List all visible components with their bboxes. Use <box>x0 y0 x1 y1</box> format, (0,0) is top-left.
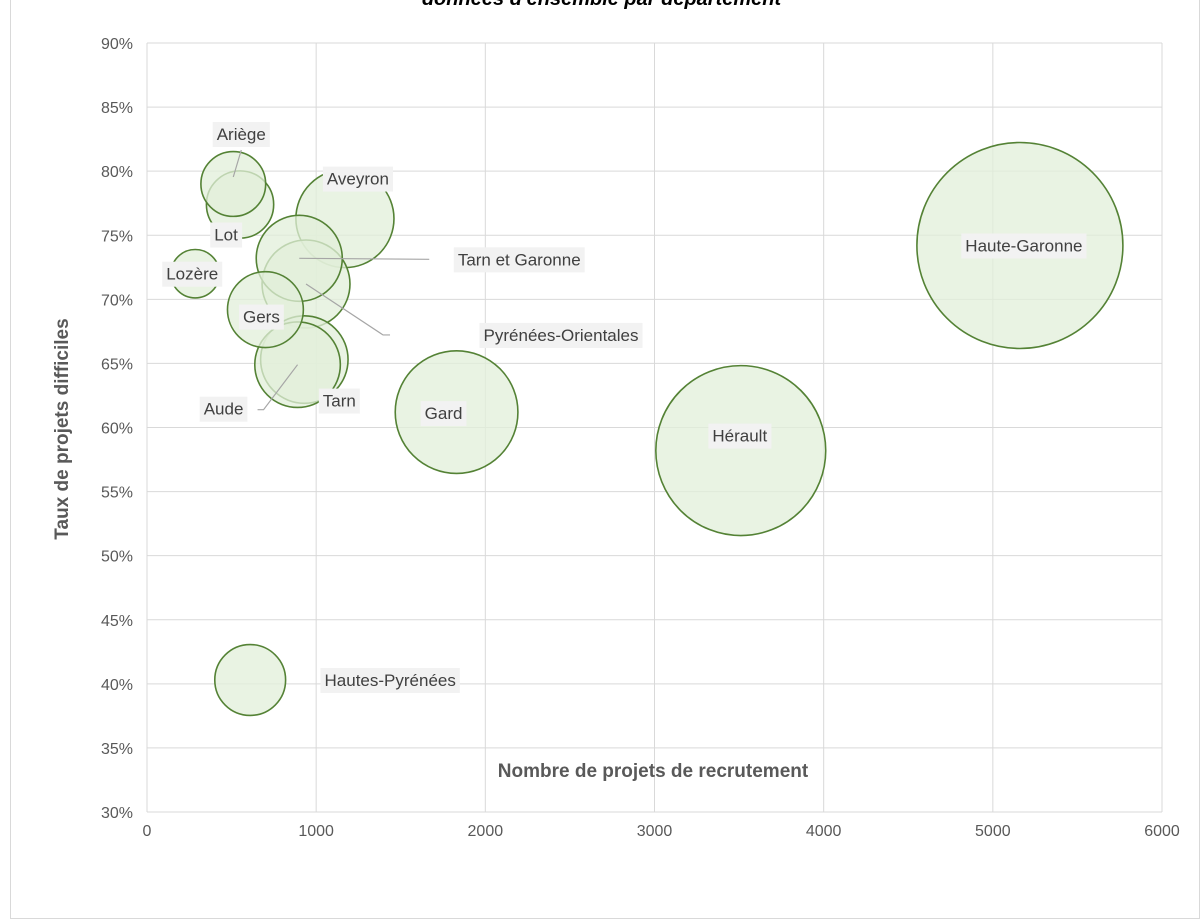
label-text: Pyrénées-Orientales <box>484 326 639 345</box>
bubble-labels: Ariège Lot Aveyron Lozère Tarn et Garonne Pyr… <box>162 121 1087 693</box>
bubble-label: Aveyron <box>322 166 393 192</box>
bubble-label: Aude <box>199 396 248 422</box>
label-text: Gers <box>243 308 280 327</box>
bubble-label: Gard <box>420 401 467 427</box>
x-tick-label: 0 <box>143 823 152 840</box>
x-tick-label: 2000 <box>468 823 504 840</box>
x-tick-label: 4000 <box>806 823 842 840</box>
x-tick-label: 1000 <box>298 823 334 840</box>
label-text: Gard <box>425 404 463 423</box>
x-tick-label: 3000 <box>637 823 673 840</box>
leader-line <box>299 257 430 260</box>
axes: 0 1000 2000 3000 4000 5000 6000 30% 35% 40% 45% 50%… <box>101 36 1180 840</box>
x-tick-label: 5000 <box>975 823 1011 840</box>
leader-line <box>257 364 299 411</box>
label-background <box>318 388 360 414</box>
bubble-label: Lot <box>210 222 243 248</box>
y-tick-label: 65% <box>101 356 133 373</box>
bubble-label: Ariège <box>212 121 270 147</box>
bubble-label: Pyrénées-Orientales <box>479 322 643 348</box>
label-background <box>322 166 393 192</box>
label-background <box>320 667 460 693</box>
label-text: Haute-Garonne <box>965 237 1082 256</box>
bubble-label: Haute-Garonne <box>961 233 1087 259</box>
leader-lines <box>232 149 430 411</box>
y-tick-label: 85% <box>101 100 133 117</box>
bubble-label: Hérault <box>708 423 772 449</box>
y-tick-label: 60% <box>101 421 133 438</box>
y-axis-title: Taux de projets difficiles <box>52 318 73 539</box>
label-text: Tarn et Garonne <box>458 250 581 269</box>
leader-line <box>305 283 391 336</box>
label-background <box>199 396 248 422</box>
y-tick-label: 55% <box>101 485 133 502</box>
y-tick-label: 50% <box>101 549 133 566</box>
y-tick-label: 75% <box>101 228 133 245</box>
bubble-label: Tarn et Garonne <box>453 247 585 273</box>
label-background <box>479 322 643 348</box>
bubble-0 <box>200 150 267 218</box>
label-background <box>238 304 284 330</box>
label-text: Aveyron <box>327 170 389 189</box>
x-axis-title: Nombre de projets de recrutement <box>498 761 809 782</box>
y-tick-label: 45% <box>101 613 133 630</box>
label-text: Hérault <box>712 427 767 446</box>
chart-title: données d'ensemble par département <box>0 0 1203 11</box>
leader-line <box>232 149 242 178</box>
label-background <box>453 247 585 273</box>
label-text: Hautes-Pyrénées <box>325 671 456 690</box>
y-tick-label: 30% <box>101 805 133 822</box>
label-background <box>210 222 243 248</box>
bubbles <box>170 141 1124 717</box>
label-background <box>708 423 772 449</box>
label-text: Aude <box>204 400 244 419</box>
label-text: Tarn <box>323 392 356 411</box>
label-background <box>961 233 1087 259</box>
bubble-label: Tarn <box>318 388 360 414</box>
label-background <box>420 401 467 427</box>
label-text: Lozère <box>166 265 218 284</box>
bubble-label: Lozère <box>162 261 223 287</box>
y-tick-label: 70% <box>101 292 133 309</box>
label-background <box>212 121 270 147</box>
label-text: Lot <box>214 225 238 244</box>
y-tick-label: 80% <box>101 164 133 181</box>
y-tick-label: 35% <box>101 741 133 758</box>
label-background <box>162 261 223 287</box>
bubble-label: Hautes-Pyrénées <box>320 667 460 693</box>
bubble-12 <box>213 643 287 717</box>
bubble-10 <box>655 364 827 537</box>
y-tick-label: 90% <box>101 36 133 53</box>
gridlines <box>146 42 1163 813</box>
x-tick-label: 6000 <box>1144 823 1180 840</box>
bubble-label: Gers <box>238 304 284 330</box>
label-text: Ariège <box>217 125 266 144</box>
y-tick-label: 40% <box>101 677 133 694</box>
